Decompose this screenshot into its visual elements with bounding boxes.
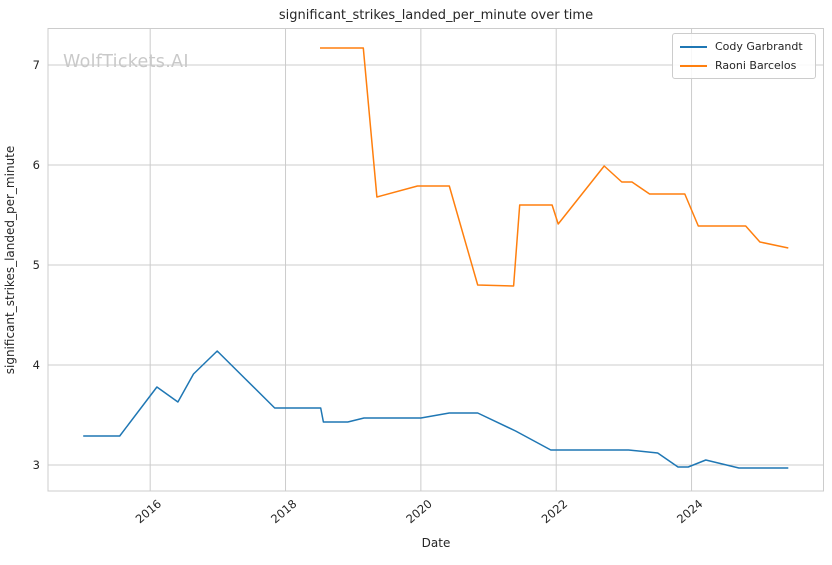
legend-line-swatch-raoni-barcelos xyxy=(680,64,707,67)
series-line-cody-garbrandt xyxy=(83,350,789,469)
legend: Cody Garbrandt Raoni Barcelos xyxy=(672,33,816,79)
legend-line-swatch-cody-garbrandt xyxy=(680,45,707,48)
legend-label-raoni-barcelos: Raoni Barcelos xyxy=(715,58,797,72)
watermark: WolfTickets.AI xyxy=(63,52,189,72)
x-tick-label: 2016 xyxy=(133,497,164,527)
legend-item-raoni-barcelos: Raoni Barcelos xyxy=(680,58,809,74)
y-axis-tick-labels: 3 4 5 6 7 xyxy=(33,58,40,472)
x-axis-tick-labels: 2016 2018 2020 2022 2024 xyxy=(133,497,706,527)
y-tick-label: 3 xyxy=(33,458,40,472)
x-tick-label: 2020 xyxy=(403,497,434,527)
y-tick-label: 6 xyxy=(33,158,40,172)
x-tick-label: 2024 xyxy=(674,497,705,527)
series-line-raoni-barcelos xyxy=(320,47,789,287)
plot-border xyxy=(47,28,824,492)
legend-item-cody-garbrandt: Cody Garbrandt xyxy=(680,39,809,55)
y-tick-label: 7 xyxy=(33,58,40,72)
x-tick-label: 2018 xyxy=(268,497,299,527)
legend-label-cody-garbrandt: Cody Garbrandt xyxy=(715,39,803,53)
series-lines xyxy=(83,47,789,469)
y-tick-label: 4 xyxy=(33,358,40,372)
gridlines xyxy=(48,28,824,491)
x-tick-label: 2022 xyxy=(539,497,570,527)
chart-title: significant_strikes_landed_per_minute ov… xyxy=(279,8,593,23)
y-axis-label: significant_strikes_landed_per_minute xyxy=(3,146,17,375)
x-axis-label: Date xyxy=(422,536,451,550)
y-tick-label: 5 xyxy=(33,258,40,272)
